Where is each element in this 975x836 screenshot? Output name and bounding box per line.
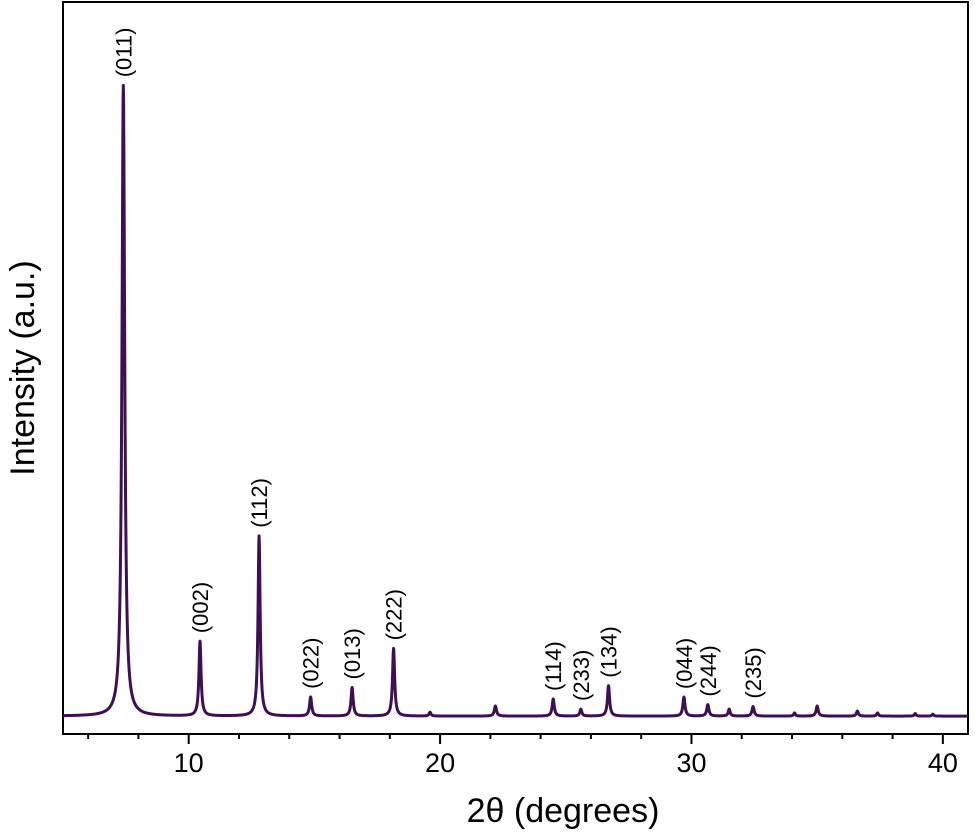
peak-label: (235) (741, 647, 766, 698)
x-axis-title: 2θ (degrees) (467, 792, 660, 830)
x-tick-labels: 10 20 30 40 (174, 748, 958, 778)
peak-label: (222) (382, 589, 407, 640)
peak-label: (112) (247, 478, 272, 528)
x-tick-label: 10 (174, 748, 204, 778)
peak-label: (244) (696, 645, 721, 696)
xrd-pattern-line (61, 83, 970, 718)
peak-label: (013) (340, 628, 365, 679)
peak-label: (114) (541, 641, 566, 691)
peak-labels: (011) (002) (112) (022) (013) (222) (114) (233)… (111, 28, 766, 701)
x-ticks (87, 734, 944, 744)
peak-label: (233) (569, 650, 594, 701)
y-axis-title: Intensity (a.u.) (4, 260, 42, 475)
plot-frame (62, 1, 969, 735)
peak-label: (134) (597, 626, 622, 677)
peak-label: (011) (111, 28, 136, 78)
x-tick-label: 40 (928, 748, 958, 778)
peak-label: (044) (672, 638, 697, 689)
peak-label: (002) (188, 582, 213, 633)
x-tick-label: 20 (425, 748, 455, 778)
peak-label: (022) (299, 638, 324, 689)
x-tick-label: 30 (676, 748, 706, 778)
